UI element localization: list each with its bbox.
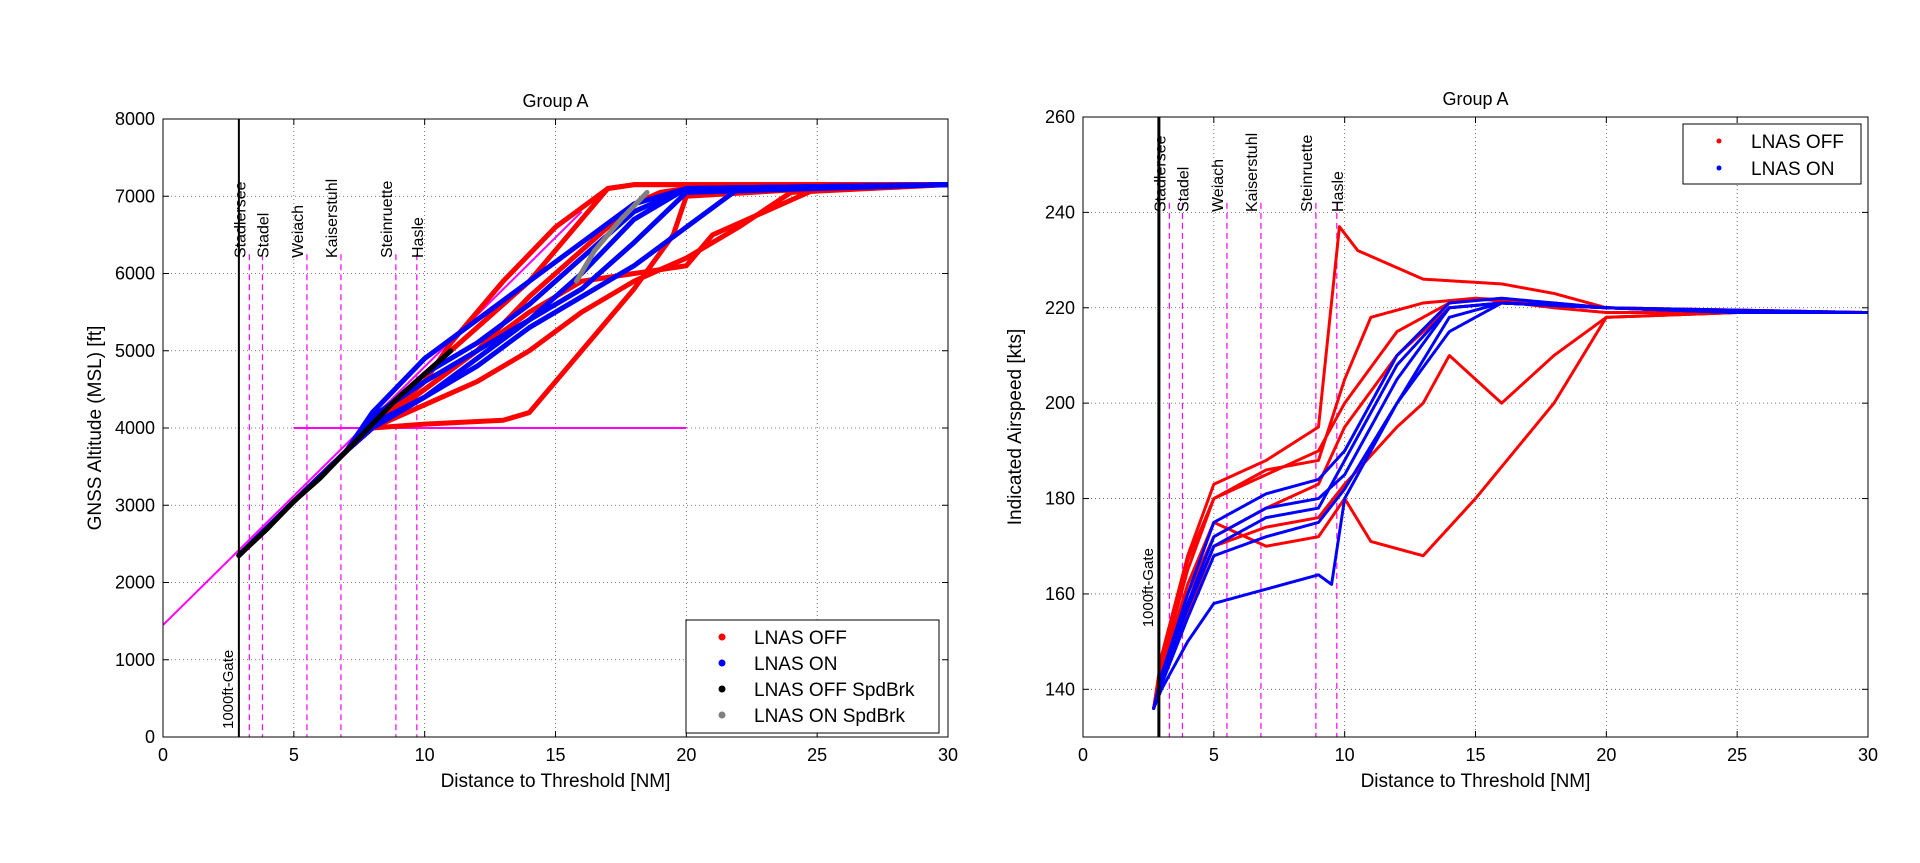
gate-label: 1000ft-Gate bbox=[1140, 548, 1157, 627]
series-line bbox=[1152, 296, 1868, 710]
series-lnas-on bbox=[1152, 296, 1868, 710]
chart-title: Group A bbox=[522, 91, 588, 111]
y-tick-label: 3000 bbox=[115, 495, 155, 515]
y-tick-label: 8000 bbox=[115, 109, 155, 129]
x-tick-label: 30 bbox=[1858, 745, 1878, 765]
airspeed-chart: 1000ft-Gate Stadlersee Stadel Weiach Kaisers… bbox=[1005, 89, 1878, 792]
legend: LNAS OFF LNAS ON LNAS OFF SpdBrk LNAS ON Sp… bbox=[685, 619, 940, 734]
series-line bbox=[1152, 311, 1868, 710]
waypoint-label: Stadel bbox=[1175, 167, 1192, 212]
legend-marker bbox=[718, 633, 726, 641]
waypoint-label: Steinruette bbox=[379, 181, 396, 258]
legend-label: LNAS ON bbox=[754, 654, 837, 675]
x-tick-label: 15 bbox=[1465, 745, 1485, 765]
y-axis-label: Indicated Airspeed [kts] bbox=[1005, 329, 1026, 525]
x-tick-label: 10 bbox=[1335, 745, 1355, 765]
legend-label: LNAS OFF SpdBrk bbox=[754, 680, 915, 701]
x-tick-label: 0 bbox=[1078, 745, 1088, 765]
waypoint-label: Kaiserstuhl bbox=[1244, 133, 1261, 212]
y-tick-label: 7000 bbox=[115, 186, 155, 206]
x-tick-label: 0 bbox=[158, 745, 168, 765]
y-axis-label: GNSS Altitude (MSL) [ft] bbox=[85, 326, 106, 531]
legend-marker bbox=[1716, 138, 1722, 144]
x-tick-label: 15 bbox=[545, 745, 565, 765]
legend-marker bbox=[718, 711, 726, 719]
waypoint-label: Hasle bbox=[410, 217, 427, 258]
y-tick-label: 5000 bbox=[115, 341, 155, 361]
waypoint-label: Stadel bbox=[255, 213, 272, 258]
x-tick-label: 25 bbox=[807, 745, 827, 765]
y-tick-label: 4000 bbox=[115, 418, 155, 438]
waypoint-label: Hasle bbox=[1330, 171, 1347, 212]
x-tick-label: 5 bbox=[1209, 745, 1219, 765]
y-tick-label: 0 bbox=[145, 727, 155, 747]
x-tick-label: 20 bbox=[676, 745, 696, 765]
x-tick-label: 20 bbox=[1596, 745, 1616, 765]
y-tick-label: 180 bbox=[1045, 489, 1075, 509]
series-line bbox=[1152, 301, 1868, 710]
legend-label: LNAS OFF bbox=[1751, 132, 1844, 153]
legend: LNAS OFF LNAS ON bbox=[1682, 123, 1862, 185]
gate-label: 1000ft-Gate bbox=[220, 650, 237, 729]
plot-content bbox=[163, 182, 948, 737]
y-tick-label: 1000 bbox=[115, 650, 155, 670]
y-tick-label: 2000 bbox=[115, 573, 155, 593]
y-tick-label: 160 bbox=[1045, 584, 1075, 604]
legend-label: LNAS ON bbox=[1751, 159, 1834, 180]
series-line bbox=[573, 189, 650, 284]
y-tick-label: 220 bbox=[1045, 298, 1075, 318]
x-axis-label: Distance to Threshold [NM] bbox=[441, 771, 671, 792]
legend-box bbox=[685, 619, 940, 734]
x-tick-label: 10 bbox=[415, 745, 435, 765]
waypoint-label: Stadlersee bbox=[1152, 135, 1169, 212]
altitude-chart: 1000ft-Gate Stadlersee Stadel Weiach Kaisers… bbox=[85, 91, 958, 792]
x-axis-label: Distance to Threshold [NM] bbox=[1361, 771, 1591, 792]
plot-content bbox=[1152, 202, 1868, 737]
series-line bbox=[1152, 225, 1868, 710]
waypoint-label: Steinruette bbox=[1299, 135, 1316, 212]
legend-box bbox=[1682, 123, 1862, 185]
y-tick-label: 200 bbox=[1045, 393, 1075, 413]
waypoint-label: Kaiserstuhl bbox=[324, 179, 341, 258]
legend-label: LNAS OFF bbox=[754, 628, 847, 649]
y-tick-label: 140 bbox=[1045, 679, 1075, 699]
waypoint-label: Stadlersee bbox=[232, 181, 249, 258]
x-tick-label: 5 bbox=[289, 745, 299, 765]
legend-label: LNAS ON SpdBrk bbox=[754, 706, 905, 727]
series-lnas-off-spdbrk bbox=[236, 348, 454, 558]
series-line bbox=[236, 348, 454, 558]
legend-marker bbox=[1716, 165, 1722, 171]
legend-marker bbox=[718, 659, 726, 667]
x-tick-label: 25 bbox=[1727, 745, 1747, 765]
y-tick-label: 6000 bbox=[115, 264, 155, 284]
x-tick-label: 30 bbox=[938, 745, 958, 765]
y-tick-label: 240 bbox=[1045, 202, 1075, 222]
waypoint-label: Weiach bbox=[290, 205, 307, 258]
legend-marker bbox=[718, 685, 726, 693]
series-lnas-on-spdbrk bbox=[573, 189, 650, 284]
waypoint-label: Weiach bbox=[1210, 159, 1227, 212]
y-tick-label: 260 bbox=[1045, 107, 1075, 127]
chart-title: Group A bbox=[1442, 89, 1508, 109]
